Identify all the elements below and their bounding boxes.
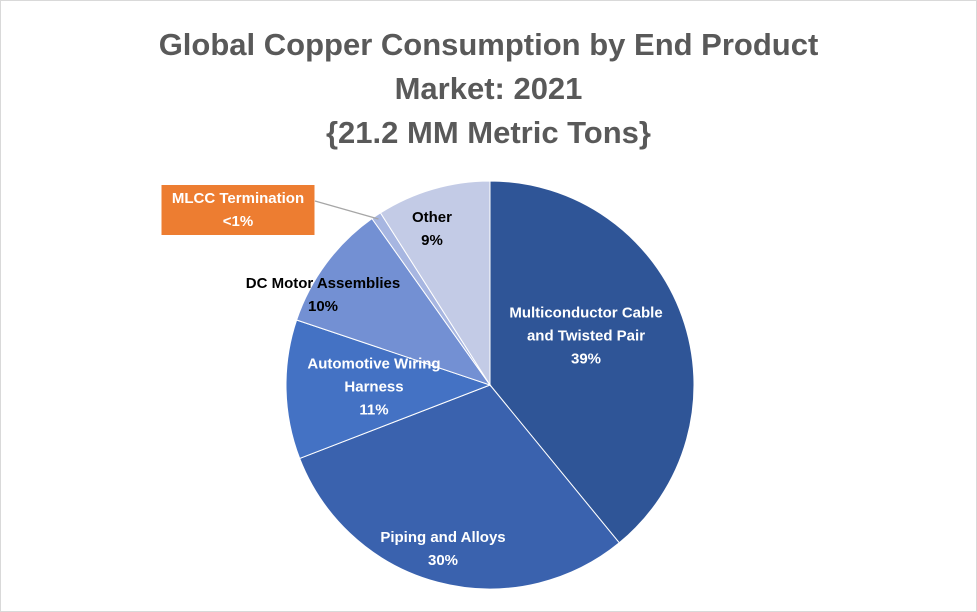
chart-subtitle: {21.2 MM Metric Tons} — [325, 115, 651, 150]
pie-slice — [489, 180, 695, 544]
slice-label: DC Motor Assemblies 10% — [223, 272, 423, 318]
slice-label: Multiconductor Cable and Twisted Pair 39% — [496, 302, 676, 371]
slice-value: <1% — [222, 213, 254, 230]
pie-slice — [379, 180, 491, 387]
slice-name: Multiconductor Cable and Twisted Pair — [509, 304, 663, 345]
chart-title: Global Copper Consumption by End Product… — [158, 27, 819, 106]
slice-value: 39% — [570, 350, 602, 368]
pie-slice — [299, 384, 620, 590]
slice-name: DC Motor Assemblies — [245, 275, 401, 292]
slice-name: Other — [411, 209, 452, 226]
slice-label: Other 9% — [382, 206, 482, 252]
slice-label: Automotive Wiring Harness 11% — [294, 353, 454, 422]
slice-name: Piping and Alloys — [380, 529, 506, 546]
slice-value: 10% — [307, 298, 339, 315]
slice-label: MLCC Termination <1% — [161, 185, 315, 235]
slice-label: Piping and Alloys 30% — [343, 526, 543, 572]
slice-value: 11% — [359, 401, 389, 419]
slice-value: 30% — [427, 552, 459, 569]
pie-slice — [295, 217, 492, 386]
slice-name: MLCC Termination — [171, 190, 305, 207]
pie-slice — [285, 319, 492, 460]
leader-line — [314, 200, 379, 220]
slice-name: Automotive Wiring Harness — [307, 355, 441, 396]
slice-value: 9% — [421, 232, 443, 249]
title-block: Global Copper Consumption by End Product… — [1, 23, 976, 155]
